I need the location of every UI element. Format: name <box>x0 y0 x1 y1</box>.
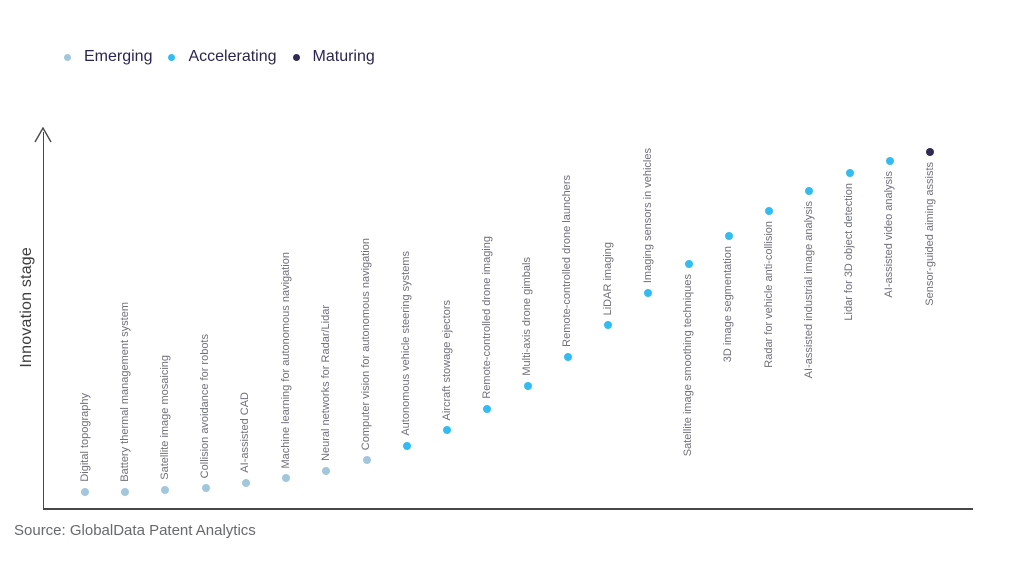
data-point-dot <box>926 147 935 156</box>
data-point-dot <box>362 456 371 465</box>
data-point-dot <box>644 288 653 297</box>
data-point-dot <box>604 321 613 330</box>
data-point-dot <box>282 473 291 482</box>
data-point-dot <box>885 157 894 166</box>
data-point-dot <box>805 186 814 195</box>
data-point-label: Computer vision for autonomous navigatio… <box>360 238 373 451</box>
data-point-label: Remote-controlled drone imaging <box>480 236 493 399</box>
data-point-label: AI-assisted CAD <box>239 392 252 474</box>
data-point-dot <box>81 488 89 497</box>
data-point-label: Remote-controlled drone launchers <box>561 175 574 348</box>
x-axis-line <box>43 507 973 510</box>
data-point-dot <box>684 259 693 268</box>
data-point-label: AI-assisted industrial image analysis <box>802 200 815 379</box>
legend-dot-accelerating-icon <box>168 53 176 61</box>
data-point-label: LiDAR imaging <box>601 241 614 316</box>
chart-legend: Emerging Accelerating Maturing <box>64 48 375 66</box>
data-point-label: Battery thermal management system <box>118 302 131 483</box>
data-point-dot <box>241 479 250 488</box>
data-point-dot <box>523 381 532 390</box>
legend-label-maturing: Maturing <box>312 48 375 65</box>
legend-label-accelerating: Accelerating <box>188 48 277 65</box>
data-point-label: Satellite image mosaicing <box>158 355 171 480</box>
data-point-label: Imaging sensors in vehicles <box>641 147 654 283</box>
data-point-label: Collision avoidance for robots <box>199 333 212 478</box>
legend-item-accelerating: Accelerating <box>168 48 277 66</box>
data-point-label: 3D image segmentation <box>722 246 735 363</box>
data-point-label: Multi-axis drone gimbals <box>521 257 534 376</box>
y-axis-arrow-icon <box>34 127 52 143</box>
legend-dot-emerging-icon <box>64 53 71 61</box>
data-point-dot <box>161 485 170 494</box>
data-point-label: Machine learning for autonomous navigati… <box>279 251 292 468</box>
data-point-label: Neural networks for Radar/Lidar <box>319 305 332 461</box>
legend-label-emerging: Emerging <box>84 48 153 65</box>
data-point-label: Satellite image smoothing techniques <box>682 273 695 457</box>
data-point-dot <box>724 232 733 241</box>
data-point-label: Autonomous vehicle steering systems <box>400 251 413 437</box>
data-point-dot <box>121 488 130 497</box>
data-point-dot <box>483 404 492 413</box>
data-point-dot <box>201 483 210 492</box>
data-point-label: Digital topography <box>78 393 91 483</box>
legend-dot-maturing-icon <box>292 53 300 61</box>
data-point-label: Lidar for 3D object detection <box>843 183 856 321</box>
y-axis-line <box>42 132 44 509</box>
legend-item-maturing: Maturing <box>292 48 375 66</box>
data-point-dot <box>765 206 774 215</box>
data-point-label: Aircraft stowage ejectors <box>440 299 453 421</box>
source-note: Source: GlobalData Patent Analytics <box>14 522 256 539</box>
data-point-dot <box>563 353 572 362</box>
data-point-label: AI-assisted video analysis <box>883 171 896 298</box>
data-point-dot <box>443 426 452 435</box>
data-point-label: Sensor-guided aiming assists <box>923 161 936 306</box>
data-point-dot <box>322 466 331 475</box>
data-point-dot <box>845 169 854 178</box>
data-point-label: Radar for vehicle anti-collision <box>762 220 775 368</box>
data-point-dot <box>402 442 411 451</box>
legend-item-emerging: Emerging <box>64 48 152 66</box>
